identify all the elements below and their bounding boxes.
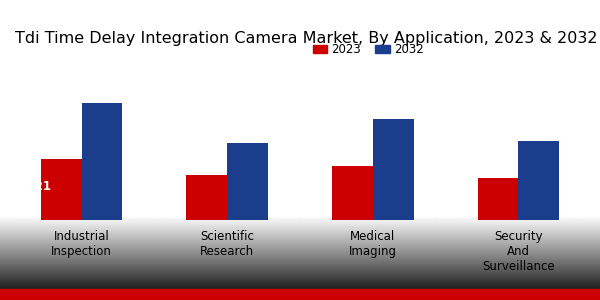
- Text: 0.21: 0.21: [22, 180, 51, 193]
- Bar: [518, 141, 559, 220]
- Bar: [478, 178, 518, 220]
- Bar: [187, 175, 227, 220]
- Bar: [227, 142, 268, 220]
- Bar: [373, 119, 413, 220]
- Bar: [41, 159, 82, 220]
- Bar: [82, 103, 122, 220]
- Text: Tdi Time Delay Integration Camera Market, By Application, 2023 & 2032: Tdi Time Delay Integration Camera Market…: [15, 31, 598, 46]
- Legend: 2023, 2032: 2023, 2032: [308, 39, 429, 61]
- Bar: [332, 166, 373, 220]
